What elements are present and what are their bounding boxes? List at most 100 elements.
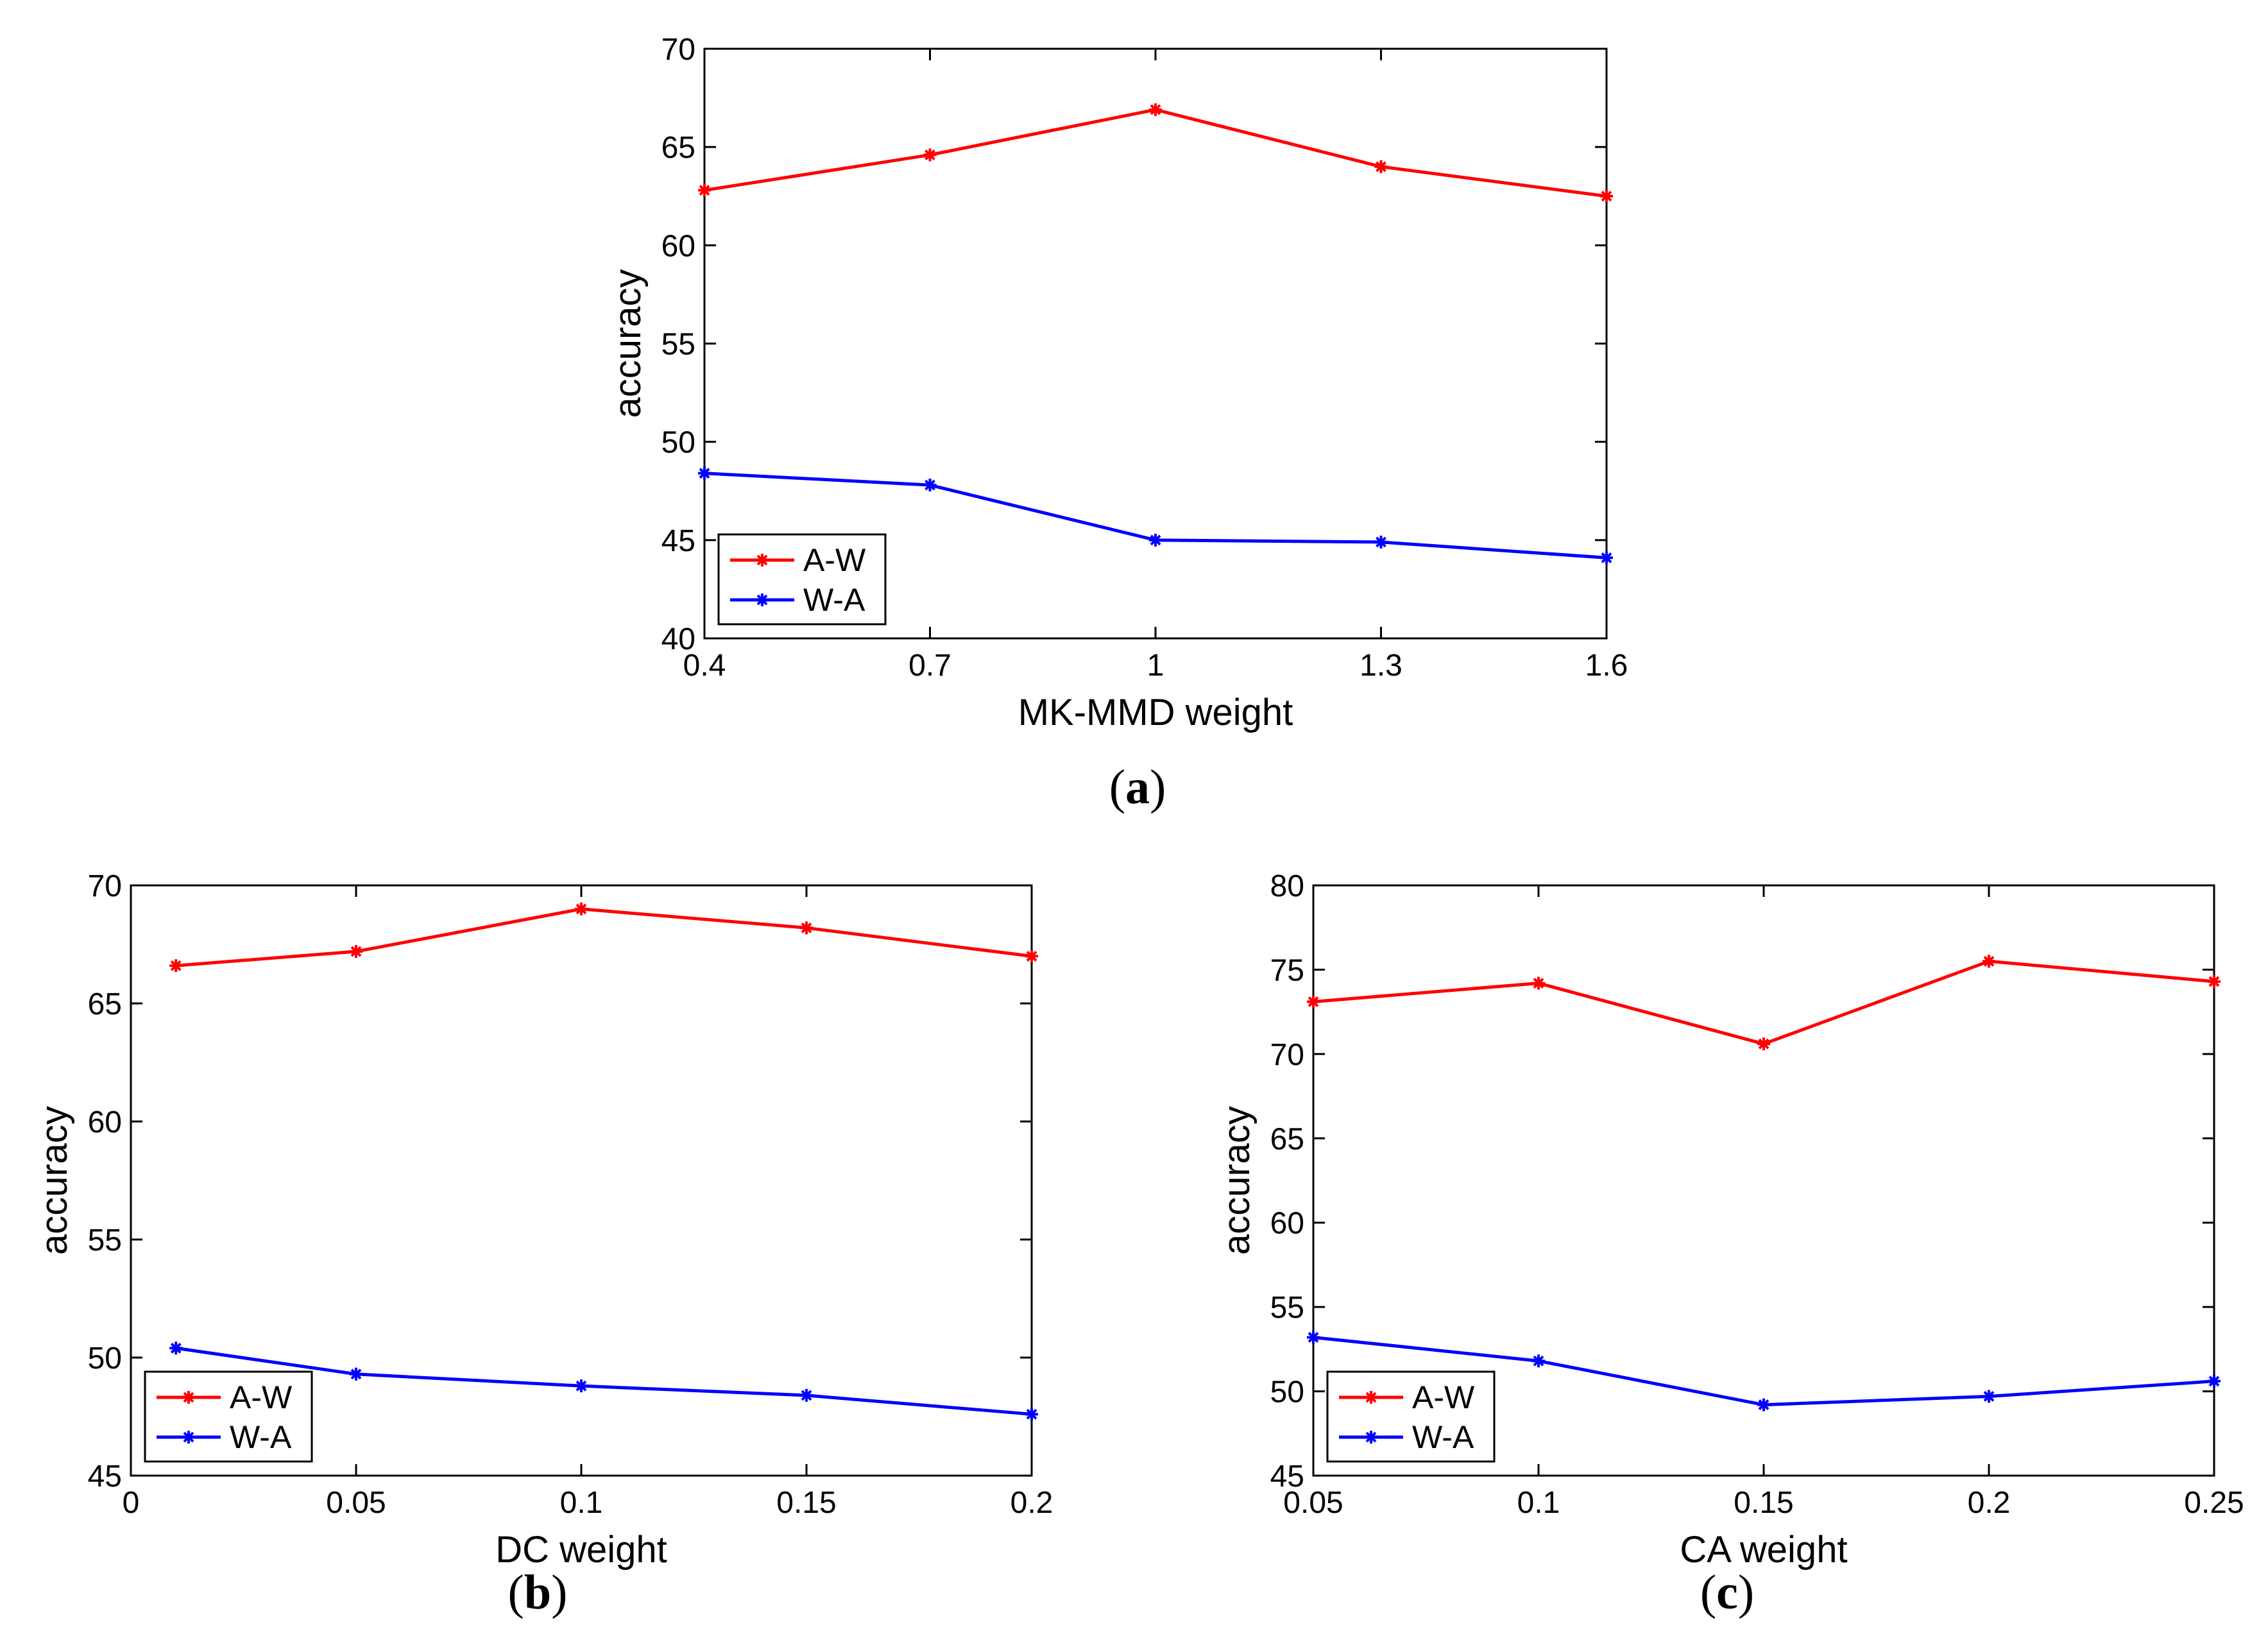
- y-axis-label: accuracy: [607, 269, 649, 418]
- y-tick-label: 60: [661, 229, 695, 263]
- caption-open-paren: (: [1109, 760, 1125, 814]
- x-tick-label: 1.3: [1360, 649, 1403, 683]
- panel-caption: (a): [1109, 760, 1166, 814]
- data-point-marker: [575, 1379, 588, 1393]
- data-point-marker: [1982, 955, 1995, 968]
- y-tick-label: 70: [1270, 1038, 1304, 1072]
- legend: A-W W-A: [717, 533, 887, 626]
- legend-swatch-marker: [756, 554, 769, 567]
- x-tick-label: 0.4: [683, 649, 726, 683]
- y-axis-label: accuracy: [1216, 1106, 1258, 1255]
- data-point-marker: [1982, 1390, 1995, 1403]
- data-point-marker: [800, 921, 813, 935]
- x-axis-label: CA weight: [1680, 1529, 1847, 1571]
- data-point-marker: [1374, 535, 1388, 549]
- x-tick-label: 0.05: [1283, 1486, 1343, 1520]
- legend-box: [144, 1370, 313, 1463]
- x-tick-label: 0.15: [776, 1486, 836, 1520]
- x-tick-label: 0.15: [1734, 1486, 1793, 1520]
- y-tick-label: 70: [661, 33, 695, 67]
- caption-close-paren: ): [1738, 1565, 1754, 1619]
- data-point-marker: [169, 1342, 183, 1355]
- data-point-marker: [1149, 533, 1162, 547]
- caption-close-paren: ): [551, 1565, 567, 1619]
- data-point-marker: [2208, 1374, 2221, 1388]
- x-tick-label: 1.6: [1585, 649, 1628, 683]
- caption-close-paren: ): [1150, 760, 1166, 814]
- x-tick-label: 0.2: [1968, 1486, 2011, 1520]
- data-point-marker: [1600, 551, 1613, 565]
- y-tick-label: 60: [1270, 1207, 1304, 1241]
- data-point-marker: [1025, 1408, 1038, 1421]
- caption-letter: b: [524, 1565, 551, 1619]
- data-point-marker: [1532, 1354, 1545, 1368]
- legend-label-a-w: A-W: [803, 542, 866, 578]
- legend-swatch-marker: [1365, 1391, 1377, 1404]
- x-tick-label: 0.1: [1517, 1486, 1560, 1520]
- data-point-marker: [923, 479, 937, 492]
- y-tick-label: 55: [1270, 1291, 1304, 1325]
- y-tick-label: 75: [1270, 953, 1304, 987]
- y-tick-label: 50: [88, 1342, 122, 1376]
- data-point-marker: [1307, 1331, 1320, 1344]
- data-point-marker: [350, 945, 362, 959]
- legend-swatch-marker: [182, 1391, 195, 1404]
- panel-caption: (c): [1700, 1565, 1754, 1619]
- data-point-marker: [800, 1388, 813, 1402]
- data-point-marker: [698, 466, 711, 480]
- data-point-marker: [169, 959, 183, 973]
- data-point-marker: [2208, 975, 2221, 988]
- caption-open-paren: (: [508, 1565, 524, 1619]
- y-tick-label: 50: [1270, 1376, 1304, 1410]
- x-tick-label: 0.2: [1010, 1486, 1053, 1520]
- x-tick-label: 0.25: [2184, 1486, 2244, 1520]
- caption-open-paren: (: [1700, 1565, 1716, 1619]
- y-tick-label: 65: [88, 987, 122, 1021]
- chart-panel-c: 0.05 0.1 0.15 0.2 0.25 45 50 55 60 65 70 75 80 CA wei…: [1216, 869, 2244, 1619]
- caption-letter: a: [1125, 760, 1150, 814]
- legend-box: [1326, 1370, 1496, 1463]
- legend-label-w-a: W-A: [803, 582, 865, 618]
- y-axis-label: accuracy: [33, 1106, 75, 1255]
- x-tick-label: 0.7: [908, 649, 951, 683]
- data-point-marker: [1757, 1037, 1770, 1051]
- data-point-marker: [1149, 103, 1162, 116]
- data-point-marker: [575, 902, 588, 916]
- legend-swatch-marker: [1365, 1431, 1377, 1444]
- legend-label-a-w: A-W: [230, 1379, 293, 1415]
- x-tick-label: 0.1: [560, 1486, 603, 1520]
- legend-box: [717, 533, 887, 626]
- caption-letter: c: [1716, 1565, 1738, 1619]
- data-point-marker: [1374, 160, 1388, 173]
- x-tick-label: 0: [123, 1486, 140, 1520]
- data-point-marker: [923, 148, 937, 162]
- chart-panel-b: 0 0.05 0.1 0.15 0.2 45 50 55 60 65 70 DC weight accu…: [33, 869, 1053, 1619]
- legend-swatch-marker: [182, 1431, 195, 1444]
- legend-swatch-marker: [756, 593, 769, 606]
- y-tick-label: 40: [661, 622, 695, 656]
- x-axis-label: DC weight: [495, 1529, 667, 1571]
- y-tick-label: 60: [88, 1105, 122, 1139]
- data-point-marker: [698, 183, 711, 197]
- y-tick-label: 45: [88, 1460, 122, 1494]
- y-tick-label: 45: [661, 524, 695, 558]
- y-tick-label: 70: [88, 869, 122, 903]
- legend: A-W W-A: [144, 1370, 313, 1463]
- y-tick-label: 45: [1270, 1460, 1304, 1494]
- data-point-marker: [1307, 995, 1320, 1009]
- data-point-marker: [1532, 976, 1545, 990]
- data-point-marker: [1025, 950, 1038, 963]
- data-point-marker: [1757, 1398, 1770, 1411]
- chart-panel-a: 0.4 0.7 1 1.3 1.6 40 45 50 55 60 65 70 MK-MMD weight…: [607, 33, 1628, 814]
- x-tick-label: 0.05: [326, 1486, 386, 1520]
- y-tick-label: 65: [661, 131, 695, 165]
- legend-label-w-a: W-A: [230, 1419, 292, 1455]
- data-point-marker: [1600, 189, 1613, 203]
- panel-caption: (b): [508, 1565, 568, 1619]
- x-axis-label: MK-MMD weight: [1018, 692, 1293, 733]
- y-tick-label: 80: [1270, 869, 1304, 903]
- y-tick-label: 55: [88, 1223, 122, 1257]
- y-tick-label: 55: [661, 328, 695, 362]
- legend-label-a-w: A-W: [1412, 1379, 1475, 1415]
